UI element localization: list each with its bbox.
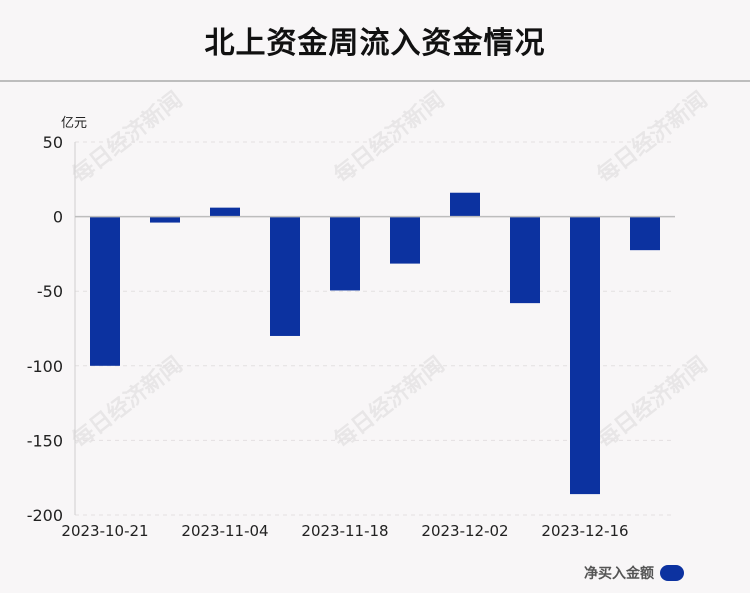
bar (150, 216, 180, 223)
bar (570, 216, 600, 495)
y-tick-label: -100 (27, 357, 63, 376)
bar (270, 216, 300, 336)
bar (630, 216, 660, 251)
legend-label: 净买入金额 (584, 566, 654, 582)
y-tick-label: 0 (53, 208, 63, 227)
x-tick-label: 2023-12-16 (541, 522, 628, 540)
bar (510, 216, 540, 304)
legend: 净买入金额 (584, 563, 684, 583)
bar (390, 216, 420, 264)
y-tick-label: -50 (37, 282, 63, 301)
y-axis-unit: 亿元 (61, 116, 88, 131)
chart-title: 北上资金周流入资金情况 (204, 26, 546, 61)
y-tick-label: -150 (27, 431, 63, 450)
x-tick-label: 2023-10-21 (61, 522, 148, 540)
bar (210, 207, 240, 217)
y-tick-label: 50 (43, 133, 63, 152)
x-tick-label: 2023-11-18 (301, 522, 388, 540)
title-divider (0, 80, 750, 82)
x-tick-label: 2023-12-02 (421, 522, 508, 540)
x-tick-label: 2023-11-04 (181, 522, 268, 540)
bar (450, 192, 480, 217)
bar (90, 216, 120, 366)
bar (330, 216, 360, 291)
legend-swatch (660, 565, 684, 581)
y-tick-label: -200 (27, 506, 63, 525)
